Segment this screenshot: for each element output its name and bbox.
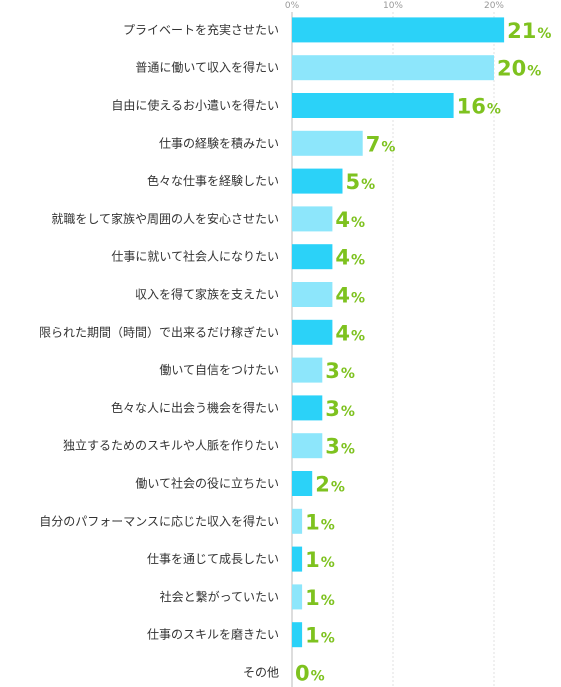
value-label: 7%	[366, 132, 396, 156]
bar	[292, 357, 323, 383]
value-label: 5%	[346, 170, 376, 194]
value-unit: %	[321, 517, 335, 533]
value-label: 1%	[305, 510, 335, 534]
value-number: 4	[335, 246, 350, 270]
value-number: 0	[295, 662, 310, 686]
category-label: 独立するためのスキルや人脈を作りたい	[63, 438, 279, 453]
category-label: 就職をして家族や周囲の人を安心させたい	[51, 211, 279, 226]
value-label: 3%	[325, 397, 355, 421]
value-label: 4%	[335, 284, 365, 308]
value-label: 20%	[497, 57, 541, 81]
value-number: 3	[325, 397, 340, 421]
bar	[292, 395, 323, 421]
value-label: 4%	[335, 321, 365, 345]
category-label: 仕事の経験を積みたい	[159, 135, 279, 150]
value-label: 0%	[295, 662, 325, 686]
value-label: 2%	[315, 473, 345, 497]
bar	[292, 584, 303, 610]
bar	[292, 282, 333, 307]
category-label: 仕事を通じて成長したい	[147, 552, 279, 566]
value-unit: %	[537, 26, 551, 42]
value-unit: %	[321, 593, 335, 609]
value-number: 4	[335, 321, 350, 345]
label-layer: 0% 10% 20%プライベートを充実させたい 21%普通に働いて収入を得たい 20%自…	[39, 1, 551, 686]
value-number: 7	[366, 132, 381, 156]
bar	[292, 319, 333, 345]
value-number: 1	[305, 510, 320, 534]
category-label: 自由に使えるお小遣いを得たい	[111, 98, 279, 113]
value-label: 1%	[305, 586, 335, 610]
value-unit: %	[311, 669, 325, 685]
value-unit: %	[381, 139, 395, 155]
bar	[292, 433, 323, 459]
x-tick-label: 0%	[285, 1, 300, 11]
value-label: 4%	[335, 208, 365, 232]
value-number: 3	[325, 359, 340, 383]
value-number: 3	[325, 435, 340, 459]
bar	[292, 206, 333, 232]
category-label: 普通に働いて収入を得たい	[135, 60, 279, 75]
value-number: 1	[305, 548, 320, 572]
value-unit: %	[331, 480, 345, 496]
category-label: プライベートを充実させたい	[123, 22, 279, 37]
bar	[292, 471, 313, 496]
bar	[292, 244, 333, 270]
x-tick-label: 10%	[383, 1, 403, 11]
bar	[292, 55, 494, 81]
value-unit: %	[321, 631, 335, 647]
value-unit: %	[341, 442, 355, 458]
value-label: 21%	[507, 19, 551, 43]
value-number: 1	[305, 624, 320, 648]
value-label: 16%	[457, 95, 501, 119]
value-number: 16	[457, 95, 486, 119]
value-label: 4%	[335, 246, 365, 270]
category-label: 色々な人に出会う機会を得たい	[111, 400, 279, 415]
value-number: 4	[335, 284, 350, 308]
x-tick-label: 20%	[484, 1, 504, 11]
value-label: 3%	[325, 435, 355, 459]
category-label: 限られた期間（時間）で出来るだけ稼ぎたい	[39, 324, 279, 339]
category-label: 収入を得て家族を支えたい	[135, 287, 279, 302]
value-unit: %	[527, 64, 541, 80]
bar-layer	[292, 17, 505, 648]
value-unit: %	[341, 366, 355, 382]
category-label: その他	[243, 666, 279, 680]
value-number: 4	[335, 208, 350, 232]
category-label: 自分のパフォーマンスに応じた収入を得たい	[39, 513, 279, 528]
value-unit: %	[487, 102, 501, 118]
category-label: 仕事のスキルを磨きたい	[147, 628, 279, 642]
value-label: 1%	[305, 548, 335, 572]
value-label: 3%	[325, 359, 355, 383]
bar	[292, 130, 363, 156]
bar	[292, 93, 454, 118]
category-label: 働いて自信をつけたい	[159, 363, 279, 377]
value-unit: %	[351, 253, 365, 269]
value-number: 2	[315, 473, 330, 497]
category-label: 働いて社会の役に立ちたい	[135, 476, 279, 491]
value-unit: %	[351, 291, 365, 307]
value-number: 20	[497, 57, 526, 81]
category-label: 仕事に就いて社会人になりたい	[111, 249, 279, 264]
value-unit: %	[351, 215, 365, 231]
grid-layer	[291, 12, 495, 687]
value-unit: %	[361, 177, 375, 193]
value-unit: %	[351, 328, 365, 344]
bar	[292, 546, 303, 572]
value-number: 1	[305, 586, 320, 610]
bar	[292, 622, 303, 648]
category-label: 色々な仕事を経験したい	[147, 173, 279, 188]
value-number: 21	[507, 19, 536, 43]
value-unit: %	[321, 555, 335, 571]
bar	[292, 508, 303, 534]
value-number: 5	[346, 170, 361, 194]
bar	[292, 168, 343, 194]
value-unit: %	[341, 404, 355, 420]
category-label: 社会と繋がっていたい	[160, 589, 279, 604]
value-label: 1%	[305, 624, 335, 648]
bar	[292, 17, 505, 43]
